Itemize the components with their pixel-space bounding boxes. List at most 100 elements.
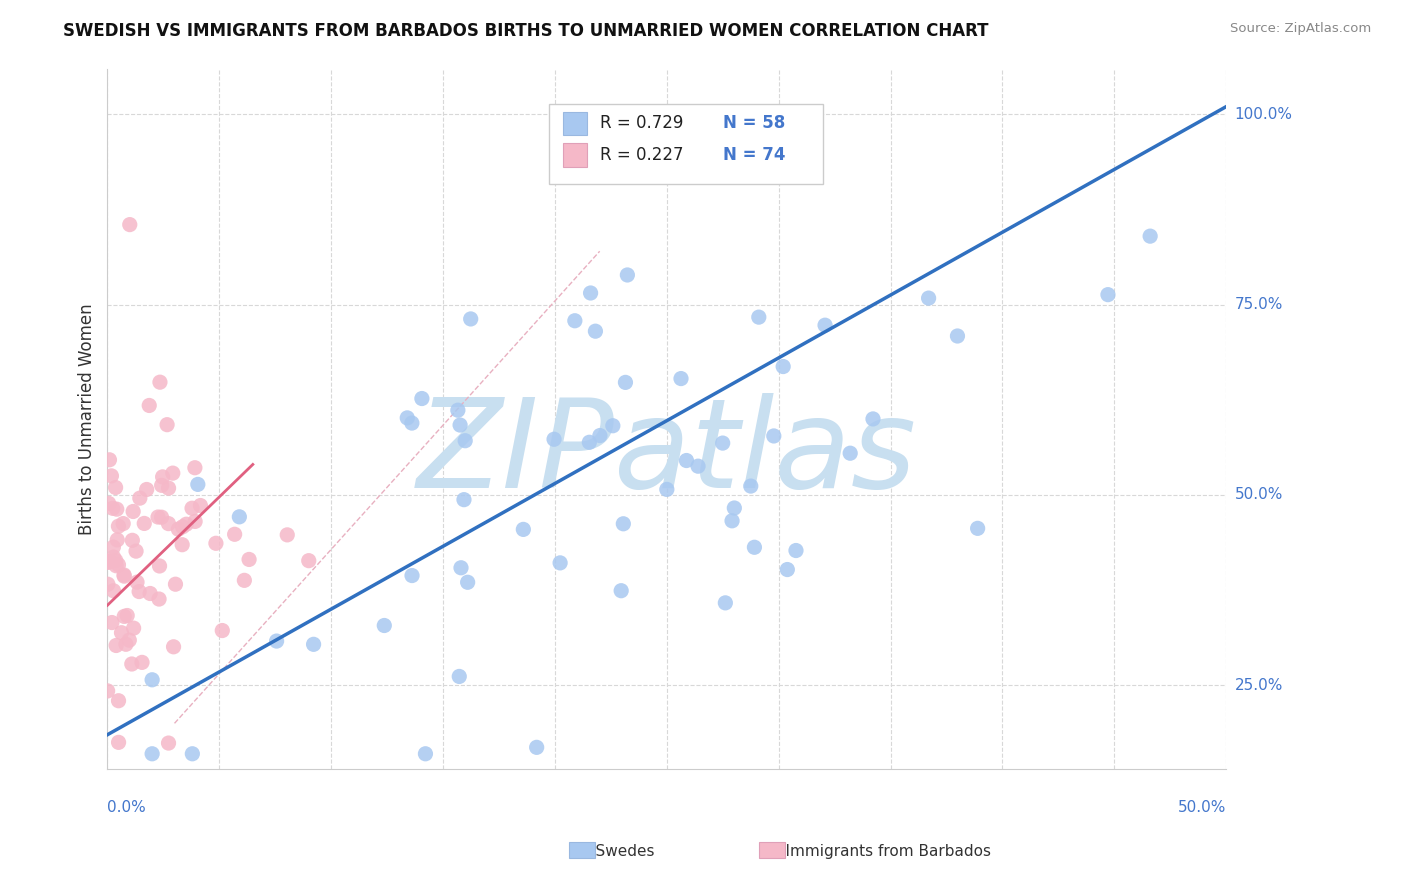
Point [415, 747, 437, 761]
Point [302, 637, 325, 651]
Point [373, 618, 395, 632]
Point [1139, 229, 1161, 244]
Point [184, 460, 207, 475]
Point [157, 516, 180, 531]
Point [966, 521, 988, 535]
Point [1097, 287, 1119, 301]
Point [97, 555, 120, 569]
Text: Swedes: Swedes [576, 845, 655, 859]
Point [98, 554, 121, 568]
Point [205, 536, 228, 550]
Point [97, 684, 120, 698]
Point [298, 554, 321, 568]
Point [187, 477, 209, 491]
FancyBboxPatch shape [562, 144, 588, 167]
Text: Source: ZipAtlas.com: Source: ZipAtlas.com [1230, 22, 1371, 36]
Point [655, 483, 678, 497]
Point [104, 481, 127, 495]
Point [762, 429, 785, 443]
Point [543, 432, 565, 446]
Text: Immigrants from Barbados: Immigrants from Barbados [766, 845, 991, 859]
Point [411, 392, 433, 406]
Point [740, 479, 762, 493]
Point [224, 527, 246, 541]
Point [276, 528, 298, 542]
Point [454, 434, 477, 448]
Point [772, 359, 794, 374]
Text: 50.0%: 50.0% [1234, 487, 1282, 502]
Point [141, 673, 163, 687]
Point [100, 468, 122, 483]
Point [862, 412, 884, 426]
Point [122, 621, 145, 635]
Point [149, 375, 172, 389]
Point [107, 735, 129, 749]
Point [107, 519, 129, 533]
Point [401, 416, 423, 430]
Point [612, 516, 634, 531]
Point [172, 520, 194, 534]
Point [118, 633, 141, 648]
Point [118, 218, 141, 232]
Y-axis label: Births to Unmarried Women: Births to Unmarried Women [79, 303, 96, 534]
Point [138, 399, 160, 413]
Point [723, 501, 745, 516]
FancyBboxPatch shape [562, 112, 588, 135]
Point [107, 694, 129, 708]
Point [101, 615, 124, 630]
Point [128, 584, 150, 599]
Point [134, 516, 156, 531]
Point [714, 596, 737, 610]
Point [266, 634, 288, 648]
Point [233, 574, 256, 588]
Point [122, 504, 145, 518]
Point [97, 496, 120, 510]
Text: SWEDISH VS IMMIGRANTS FROM BARBADOS BIRTHS TO UNMARRIED WOMEN CORRELATION CHART: SWEDISH VS IMMIGRANTS FROM BARBADOS BIRT… [63, 22, 988, 40]
Point [131, 656, 153, 670]
Point [711, 436, 734, 450]
Point [162, 640, 184, 654]
Point [110, 625, 132, 640]
Point [190, 499, 212, 513]
Point [150, 478, 173, 492]
Point [776, 562, 799, 576]
Point [172, 538, 194, 552]
Point [125, 544, 148, 558]
Point [814, 318, 837, 333]
Text: 100.0%: 100.0% [1234, 107, 1292, 121]
Point [614, 376, 637, 390]
Point [184, 515, 207, 529]
Point [101, 501, 124, 516]
Point [449, 418, 471, 433]
FancyBboxPatch shape [550, 103, 824, 184]
Point [156, 417, 179, 432]
Point [839, 446, 862, 460]
Point [512, 522, 534, 536]
Point [97, 577, 120, 591]
Point [157, 481, 180, 495]
Text: R = 0.227: R = 0.227 [600, 145, 683, 163]
Text: R = 0.729: R = 0.729 [600, 114, 683, 132]
Point [103, 549, 125, 564]
Point [526, 740, 548, 755]
Text: 50.0%: 50.0% [1178, 799, 1226, 814]
Point [453, 492, 475, 507]
Point [228, 509, 250, 524]
Point [97, 555, 120, 569]
Point [744, 541, 766, 555]
Point [579, 285, 602, 300]
Point [148, 592, 170, 607]
Point [176, 517, 198, 532]
Point [125, 575, 148, 590]
Point [181, 501, 204, 516]
Point [457, 575, 479, 590]
Point [105, 502, 128, 516]
Point [785, 543, 807, 558]
Point [141, 747, 163, 761]
Point [450, 561, 472, 575]
Point [103, 583, 125, 598]
Point [112, 516, 135, 531]
Point [238, 552, 260, 566]
Text: 75.0%: 75.0% [1234, 297, 1282, 312]
Point [152, 470, 174, 484]
